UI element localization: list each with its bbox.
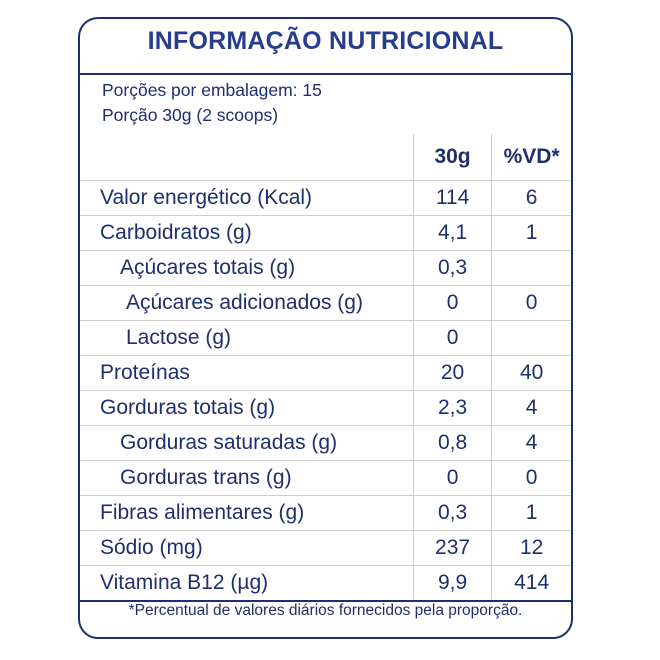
nutrient-amount: 20 [412, 355, 492, 391]
table-row: Fibras alimentares (g) 0,3 1 [80, 495, 571, 531]
nutrient-dv: 0 [491, 460, 571, 496]
nutrient-name: Gorduras totais (g) [80, 390, 414, 426]
nutrient-amount: 114 [412, 180, 492, 216]
label-title: INFORMAÇÃO NUTRICIONAL [147, 27, 504, 55]
nutrient-dv: 1 [491, 495, 571, 531]
table-row: Gorduras saturadas (g) 0,8 4 [80, 425, 571, 461]
table-row: Vitamina B12 (µg) 9,9 414 [80, 565, 571, 602]
nutrient-name: Proteínas [80, 355, 414, 391]
table-row: Proteínas 20 40 [80, 355, 571, 391]
nutrition-table-body: 30g %VD* Valor energético (Kcal) 114 6 Carb… [80, 134, 571, 602]
nutrient-name: Açúcares totais (g) [80, 250, 414, 286]
portions-per-package: Porções por embalagem: 15 [102, 80, 322, 100]
nutrient-dv: 0 [491, 285, 571, 321]
nutrient-amount: 0,3 [412, 250, 492, 286]
nutrient-name: Valor energético (Kcal) [80, 180, 414, 216]
table-row: Carboidratos (g) 4,1 1 [80, 215, 571, 251]
nutrient-dv [491, 320, 571, 356]
footnote: *Percentual de valores diários fornecido… [128, 602, 523, 619]
nutrient-name: Sódio (mg) [80, 530, 414, 566]
nutrient-amount: 9,9 [412, 565, 492, 602]
nutrient-name: Gorduras trans (g) [80, 460, 414, 496]
nutrient-dv: 40 [491, 355, 571, 391]
nutrient-name: Açúcares adicionados (g) [80, 285, 414, 321]
nutrient-dv: 4 [491, 390, 571, 426]
header-dv: %VD* [491, 134, 571, 181]
table-row: Gorduras trans (g) 0 0 [80, 460, 571, 496]
table-row: Valor energético (Kcal) 114 6 [80, 180, 571, 216]
nutrient-dv: 6 [491, 180, 571, 216]
nutrient-amount: 2,3 [412, 390, 492, 426]
header-amount: 30g [412, 134, 492, 181]
table-row: Gorduras totais (g) 2,3 4 [80, 390, 571, 426]
nutrient-dv: 1 [491, 215, 571, 251]
nutrient-amount: 0 [412, 285, 492, 321]
nutrient-dv: 4 [491, 425, 571, 461]
nutrient-name: Fibras alimentares (g) [80, 495, 414, 531]
title-divider [80, 73, 571, 75]
nutrient-amount: 0,3 [412, 495, 492, 531]
nutrient-amount: 4,1 [412, 215, 492, 251]
portion-size: Porção 30g (2 scoops) [102, 105, 279, 125]
nutrient-amount: 237 [412, 530, 492, 566]
table-row: Açúcares totais (g) 0,3 [80, 250, 571, 286]
nutrient-dv [491, 250, 571, 286]
nutrient-amount: 0,8 [412, 425, 492, 461]
table-row: Açúcares adicionados (g) 0 0 [80, 285, 571, 321]
nutrient-name: Lactose (g) [80, 320, 414, 356]
nutrient-dv: 414 [491, 565, 571, 602]
table-header-row: 30g %VD* [80, 134, 571, 181]
nutrient-amount: 0 [412, 460, 492, 496]
nutrient-name: Carboidratos (g) [80, 215, 414, 251]
table-row: Lactose (g) 0 [80, 320, 571, 356]
nutrient-amount: 0 [412, 320, 492, 356]
nutrient-name: Gorduras saturadas (g) [80, 425, 414, 461]
nutrition-label-panel: INFORMAÇÃO NUTRICIONAL Porções por embal… [78, 17, 573, 639]
header-blank-cell [80, 134, 413, 181]
nutrient-dv: 12 [491, 530, 571, 566]
nutrition-table: 30g %VD* Valor energético (Kcal) 114 6 Carb… [80, 134, 571, 602]
nutrient-name: Vitamina B12 (µg) [80, 565, 414, 602]
table-row: Sódio (mg) 237 12 [80, 530, 571, 566]
